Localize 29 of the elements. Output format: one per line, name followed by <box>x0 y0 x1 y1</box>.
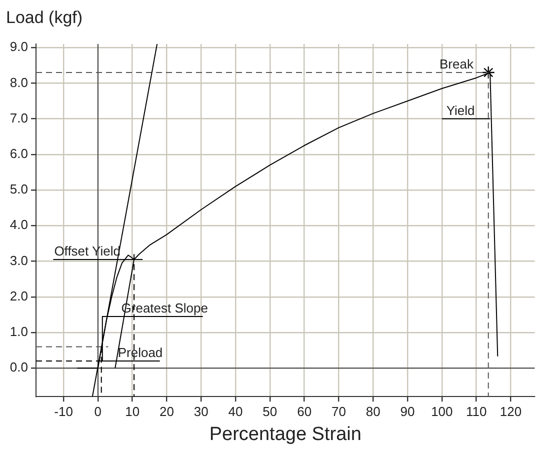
y-tick-label: 9.0 <box>10 39 28 54</box>
x-tick-label: 70 <box>331 404 346 419</box>
annotation: Preload <box>118 345 163 360</box>
y-tick-label: 2.0 <box>10 288 28 304</box>
x-tick-label: 10 <box>125 404 140 419</box>
x-tick-label: 100 <box>431 404 453 419</box>
x-axis-title: Percentage Strain <box>209 424 362 445</box>
y-tick-label: 0.0 <box>10 360 28 375</box>
y-tick-label: 6.0 <box>10 146 28 161</box>
annotation: Yield <box>446 102 475 118</box>
x-tick-label: 0 <box>94 404 102 419</box>
y-tick-label: 4.0 <box>10 217 28 232</box>
annotation: Break <box>439 56 474 72</box>
x-tick-label: -10 <box>54 404 73 419</box>
x-tick-label: 120 <box>500 404 522 419</box>
x-tick-label: 80 <box>366 404 380 419</box>
y-tick-label: 5.0 <box>10 182 28 197</box>
x-tick-label: 90 <box>400 404 415 419</box>
x-tick-label: 20 <box>159 404 174 419</box>
x-tick-label: 110 <box>466 404 487 419</box>
y-tick-label: 3.0 <box>10 252 28 268</box>
x-tick-label: 40 <box>228 404 243 419</box>
y-axis-title: Load (kgf) <box>6 8 83 28</box>
x-tick-label: 30 <box>194 404 208 419</box>
x-tick-label: 50 <box>262 404 278 419</box>
y-tick-label: 8.0 <box>10 74 28 90</box>
x-tick-label: 60 <box>297 404 312 419</box>
y-tick-label: 7.0 <box>10 110 28 126</box>
y-tick-label: 1.0 <box>10 324 28 340</box>
